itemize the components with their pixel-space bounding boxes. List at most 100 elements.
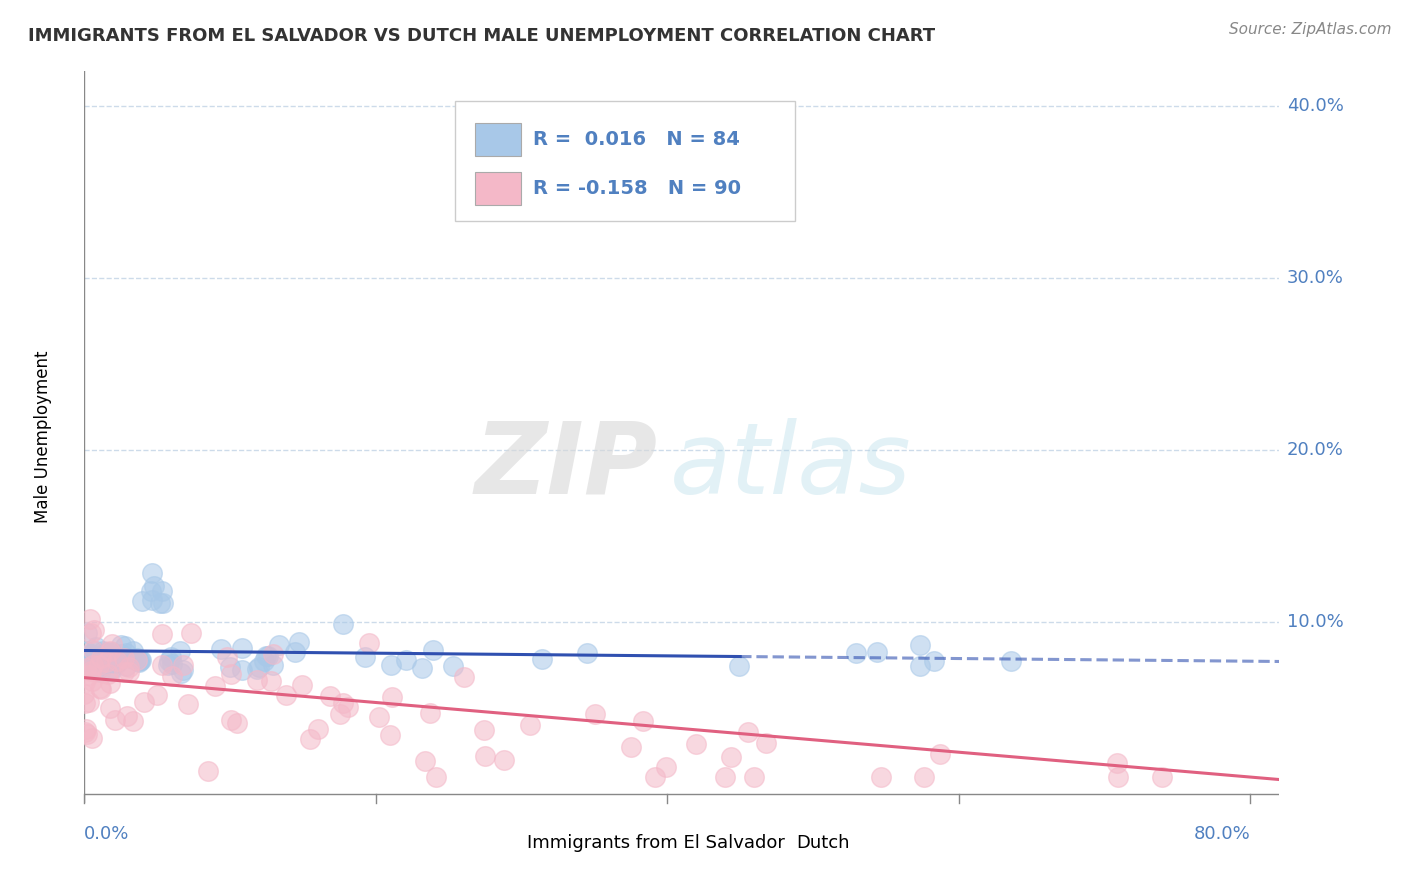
Point [219, 660, 242, 674]
Point [101, 637, 124, 651]
Point [91, 658, 114, 673]
Point [143, 579, 166, 593]
Point [83, 623, 105, 637]
Text: IMMIGRANTS FROM EL SALVADOR VS DUTCH MALE UNEMPLOYMENT CORRELATION CHART: IMMIGRANTS FROM EL SALVADOR VS DUTCH MAL… [28, 27, 935, 45]
Point [128, 655, 150, 669]
Point [93, 648, 115, 662]
Point [96, 655, 118, 669]
Text: Immigrants from El Salvador: Immigrants from El Salvador [527, 834, 785, 852]
Text: 80.0%: 80.0% [1194, 825, 1250, 843]
Point [1152, 770, 1174, 784]
Point [117, 708, 139, 723]
Point [75, 644, 97, 658]
Point [160, 657, 183, 671]
Text: R =  0.016   N = 84: R = 0.016 N = 84 [533, 130, 740, 149]
Point [180, 626, 202, 640]
Point [924, 654, 946, 668]
Point [226, 715, 249, 730]
Point [685, 737, 707, 751]
Point [129, 653, 152, 667]
Point [176, 697, 198, 711]
Point [576, 646, 599, 660]
Point [73, 687, 96, 701]
Point [75, 661, 97, 675]
Point [172, 657, 194, 672]
Point [269, 638, 291, 652]
Point [253, 654, 276, 668]
Point [76, 625, 98, 640]
Point [353, 649, 375, 664]
Point [845, 646, 868, 660]
Point [86, 654, 108, 668]
FancyBboxPatch shape [475, 123, 520, 156]
Point [82, 674, 104, 689]
Point [307, 722, 329, 736]
Point [84, 644, 107, 658]
Point [231, 664, 253, 678]
Point [492, 753, 515, 767]
Point [104, 713, 127, 727]
Point [246, 662, 269, 676]
Point [73, 725, 96, 739]
Point [91, 643, 114, 657]
Point [100, 653, 122, 667]
Point [474, 748, 496, 763]
Point [86, 652, 108, 666]
Point [219, 667, 242, 681]
Point [254, 648, 277, 663]
Text: Male Unemployment: Male Unemployment [34, 351, 52, 524]
Point [82, 657, 104, 672]
Point [105, 654, 128, 668]
Point [82, 731, 104, 746]
Point [79, 612, 101, 626]
Point [80, 661, 103, 675]
Point [114, 658, 136, 673]
Point [87, 657, 110, 672]
Text: Dutch: Dutch [797, 834, 851, 852]
Point [114, 639, 136, 653]
Point [262, 647, 284, 661]
Point [519, 718, 541, 732]
Text: 10.0%: 10.0% [1286, 613, 1344, 632]
Point [150, 658, 173, 673]
Point [1107, 770, 1129, 784]
Text: Source: ZipAtlas.com: Source: ZipAtlas.com [1229, 22, 1392, 37]
Point [86, 663, 108, 677]
Point [908, 638, 931, 652]
Point [249, 660, 271, 674]
Point [97, 651, 120, 665]
Point [76, 727, 98, 741]
Point [91, 655, 114, 669]
Point [378, 728, 401, 742]
Point [98, 646, 121, 660]
Point [122, 714, 145, 728]
FancyBboxPatch shape [475, 172, 520, 205]
Point [118, 660, 141, 674]
Point [631, 714, 654, 728]
FancyBboxPatch shape [491, 836, 520, 854]
Point [441, 658, 464, 673]
Point [156, 658, 179, 673]
Point [319, 690, 342, 704]
Point [75, 654, 97, 668]
FancyBboxPatch shape [759, 836, 790, 854]
Text: R = -0.158   N = 90: R = -0.158 N = 90 [533, 179, 741, 198]
Point [291, 678, 314, 692]
Point [329, 706, 352, 721]
Point [336, 699, 359, 714]
Point [80, 664, 103, 678]
Point [332, 617, 354, 632]
Point [134, 695, 156, 709]
Text: 30.0%: 30.0% [1286, 268, 1344, 287]
Point [157, 654, 180, 668]
Point [149, 596, 172, 610]
Point [380, 658, 402, 673]
Point [381, 690, 404, 705]
Point [115, 646, 138, 660]
Point [100, 662, 122, 676]
Point [90, 650, 112, 665]
Point [912, 770, 935, 784]
Point [260, 673, 283, 688]
Point [100, 657, 122, 671]
Point [98, 700, 121, 714]
